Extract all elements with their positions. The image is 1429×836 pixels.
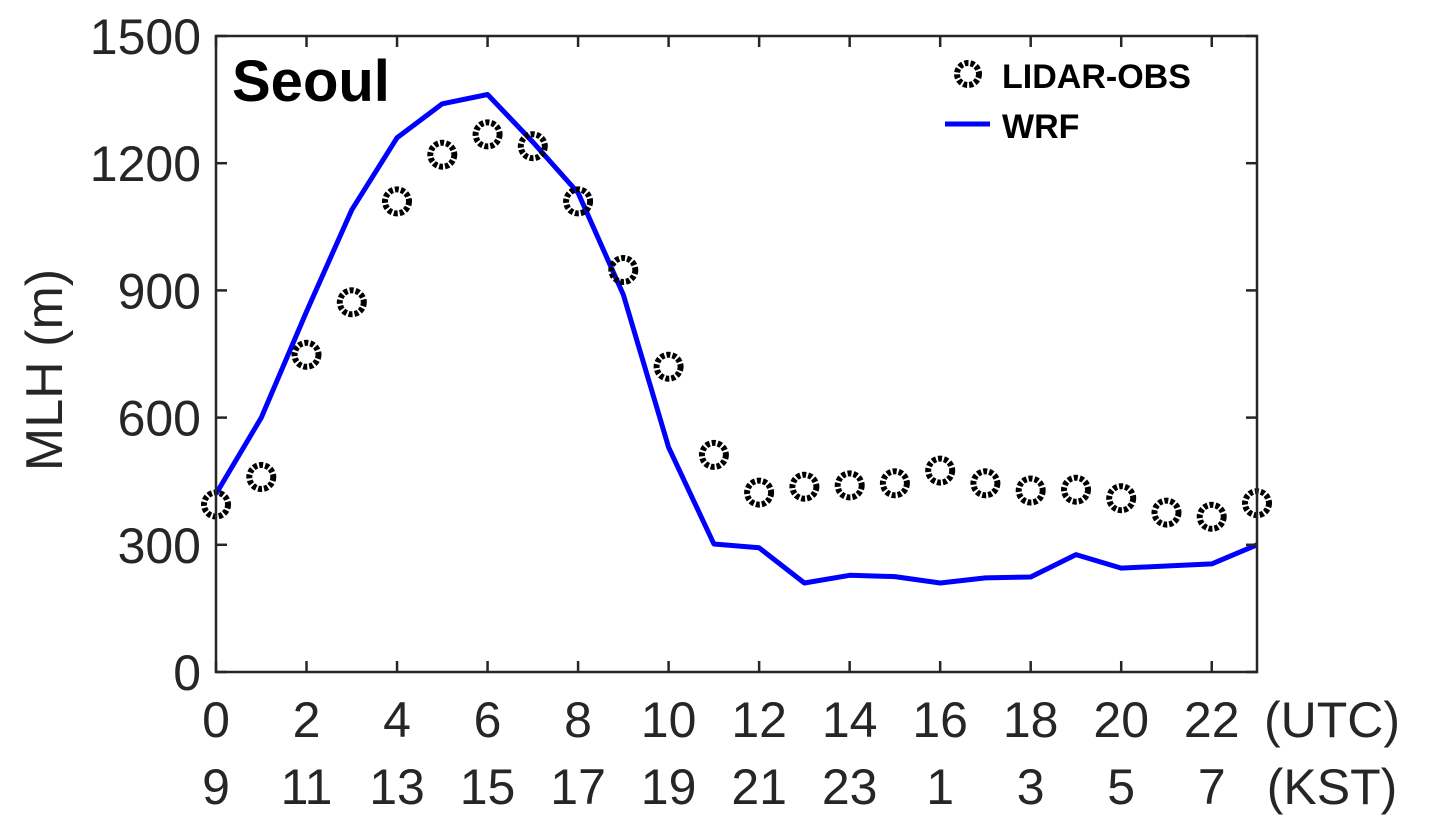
plot-marks [201,92,1272,586]
y-axis-label: MLH (m) [16,269,74,471]
data-point-lidar-obs [246,462,277,492]
data-point-lidar-obs [698,439,729,470]
legend-marker-lidar [954,60,982,88]
x-tick-label-utc: 8 [564,692,592,748]
y-tick-label: 300 [118,518,201,574]
x-tick-label-utc: 20 [1093,692,1149,748]
x-tick-label-kst: 11 [281,759,333,815]
data-point-lidar-obs [1061,474,1091,505]
data-point-lidar-obs [563,186,594,217]
y-tick-label: 0 [173,645,201,701]
data-point-lidar-obs [1151,497,1182,528]
data-point-lidar-obs [382,186,412,217]
x-tick-label-kst: 17 [550,759,606,815]
data-point-lidar-obs [834,470,865,501]
data-point-lidar-obs [1015,475,1046,506]
plot-frame [214,34,1259,674]
data-point-lidar-obs [1106,483,1137,514]
data-point-lidar-obs [517,131,548,162]
data-point-lidar-obs [336,287,367,318]
legend-label-lidar: LIDAR-OBS [1002,58,1191,96]
tick-labels: 0300600900120015000921141361581710191221… [90,9,1240,815]
x-tick-label-kst: 1 [926,759,954,815]
x-tick-label-kst: 15 [460,759,516,815]
data-point-lidar-obs [653,351,684,382]
series-line-wrf [213,92,1258,586]
data-point-lidar-obs [291,339,322,370]
legend-label-wrf: WRF [1002,108,1079,146]
x-tick-label-kst: 7 [1198,759,1226,815]
x-tick-label-kst: 9 [202,759,230,815]
x-tick-label-kst: 3 [1017,759,1045,815]
y-tick-label: 1500 [90,9,201,65]
chart-title: Seoul [232,49,390,114]
x-tick-label-utc: 14 [822,692,878,748]
x-tick-label-kst: 21 [731,759,787,815]
y-tick-label: 900 [118,263,201,319]
y-tick-label: 600 [118,391,201,447]
x-tick-label-utc: 10 [641,692,697,748]
data-point-lidar-obs [970,468,1001,499]
x-tick-label-utc: 4 [383,692,411,748]
x-tick-label-utc: 0 [202,692,230,748]
data-point-lidar-obs [1196,501,1227,532]
x-tick-label-utc: 12 [731,692,787,748]
data-point-lidar-obs [608,255,639,285]
axis-ticks [214,34,1257,674]
x-tick-label-utc: 2 [293,692,321,748]
data-point-lidar-obs [427,139,458,170]
x-tick-label-utc: 18 [1003,692,1059,748]
data-point-lidar-obs [744,477,775,508]
x-tick-label-utc: 6 [474,692,502,748]
x-unit-label-utc: (UTC) [1264,692,1400,748]
data-point-lidar-obs [925,455,956,486]
y-tick-label: 1200 [90,136,201,192]
x-tick-label-kst: 13 [369,759,425,815]
x-tick-label-kst: 23 [822,759,878,815]
legend: LIDAR-OBS WRF [945,58,1191,146]
x-tick-label-kst: 5 [1107,759,1135,815]
data-point-lidar-obs [472,119,503,150]
data-point-lidar-obs [879,468,910,499]
x-unit-label-kst: (KST) [1267,759,1398,815]
x-tick-label-kst: 19 [641,759,697,815]
x-tick-label-utc: 22 [1184,692,1240,748]
data-point-lidar-obs [789,471,820,502]
x-tick-label-utc: 16 [912,692,968,748]
